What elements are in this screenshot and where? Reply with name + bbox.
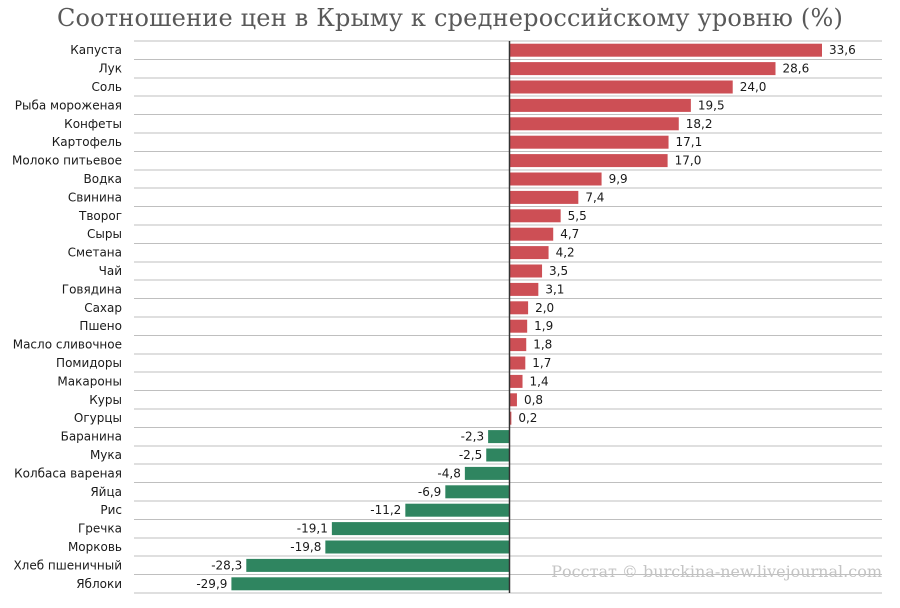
category-label: Помидоры <box>56 356 122 370</box>
category-label: Куры <box>89 393 122 407</box>
bar <box>509 393 517 407</box>
data-label: -28,3 <box>211 558 242 572</box>
data-label: 3,1 <box>545 282 564 296</box>
category-label: Капуста <box>70 43 122 57</box>
category-label: Баранина <box>61 430 122 444</box>
data-label: 24,0 <box>740 80 767 94</box>
category-label: Рыба мороженая <box>15 98 122 112</box>
category-label: Лук <box>99 62 122 76</box>
bar <box>509 98 691 112</box>
category-label: Творог <box>78 209 122 223</box>
category-label: Чай <box>99 264 122 278</box>
bar <box>231 577 510 591</box>
data-label: 9,9 <box>609 172 628 186</box>
bar <box>509 62 776 76</box>
data-label: 2,0 <box>535 301 554 315</box>
category-label: Пшено <box>79 319 122 333</box>
category-label: Хлеб пшеничный <box>13 558 122 572</box>
data-label: -4,8 <box>437 466 460 480</box>
bar <box>509 282 539 296</box>
category-label: Сахар <box>84 301 122 315</box>
category-label: Гречка <box>78 522 122 536</box>
bar <box>509 117 679 131</box>
data-label: 18,2 <box>686 117 713 131</box>
data-label: -6,9 <box>418 485 441 499</box>
bar <box>486 448 510 462</box>
bar <box>509 301 529 315</box>
bar <box>246 558 510 572</box>
bar <box>509 209 561 223</box>
data-label: -2,3 <box>461 430 484 444</box>
data-label: 33,6 <box>829 43 856 57</box>
bar <box>509 154 668 168</box>
data-label: 4,7 <box>560 227 579 241</box>
data-label: -11,2 <box>370 503 401 517</box>
bar <box>509 227 554 241</box>
bar <box>445 485 510 499</box>
category-label: Конфеты <box>64 117 122 131</box>
bar <box>325 540 510 554</box>
category-label: Яблоки <box>76 577 122 591</box>
bar <box>405 503 510 517</box>
category-label: Морковь <box>68 540 122 554</box>
data-label: 7,4 <box>585 190 604 204</box>
bar <box>509 411 512 425</box>
bar <box>509 319 528 333</box>
bar <box>509 135 669 149</box>
data-label: 1,7 <box>532 356 551 370</box>
bar <box>509 356 526 370</box>
data-label: 19,5 <box>698 98 725 112</box>
source-watermark: Росстат © burckina-new.livejournal.com <box>551 562 882 581</box>
bar <box>509 43 822 57</box>
data-label: -29,9 <box>196 577 227 591</box>
chart-title: Соотношение цен в Крыму к среднероссийск… <box>56 4 844 32</box>
grid-lines <box>134 40 882 594</box>
bar <box>509 264 543 278</box>
bar <box>509 190 579 204</box>
category-label: Рис <box>100 503 122 517</box>
category-label: Молоко питьевое <box>12 154 122 168</box>
data-label: -2,5 <box>459 448 482 462</box>
data-label: -19,8 <box>290 540 321 554</box>
data-label: 5,5 <box>568 209 587 223</box>
category-label: Свинина <box>68 190 122 204</box>
bar <box>509 246 549 260</box>
category-label: Водка <box>84 172 122 186</box>
bar <box>509 80 733 94</box>
category-label: Макароны <box>57 374 122 388</box>
data-label: 0,2 <box>518 411 537 425</box>
bar <box>488 430 510 444</box>
category-label: Картофель <box>52 135 122 149</box>
category-label: Мука <box>90 448 122 462</box>
data-label: 17,0 <box>675 154 702 168</box>
category-label: Сметана <box>68 246 122 260</box>
bar <box>509 338 527 352</box>
category-label: Огурцы <box>74 411 122 425</box>
bar <box>509 374 523 388</box>
category-label: Масло сливочное <box>13 338 122 352</box>
category-label: Говядина <box>62 282 122 296</box>
category-label: Сыры <box>87 227 122 241</box>
data-label: 17,1 <box>676 135 703 149</box>
data-label: 0,8 <box>524 393 543 407</box>
data-label: 4,2 <box>556 246 575 260</box>
category-label: Яйца <box>90 485 122 499</box>
data-label: 28,6 <box>782 62 809 76</box>
data-label: 1,9 <box>534 319 553 333</box>
data-label: 1,8 <box>533 338 552 352</box>
data-label: 1,4 <box>530 374 549 388</box>
category-label: Колбаса вареная <box>14 466 122 480</box>
bar <box>464 466 510 480</box>
data-label: -19,1 <box>297 522 328 536</box>
data-label: 3,5 <box>549 264 568 278</box>
bar <box>331 522 510 536</box>
category-label: Соль <box>92 80 122 94</box>
bar <box>509 172 602 186</box>
